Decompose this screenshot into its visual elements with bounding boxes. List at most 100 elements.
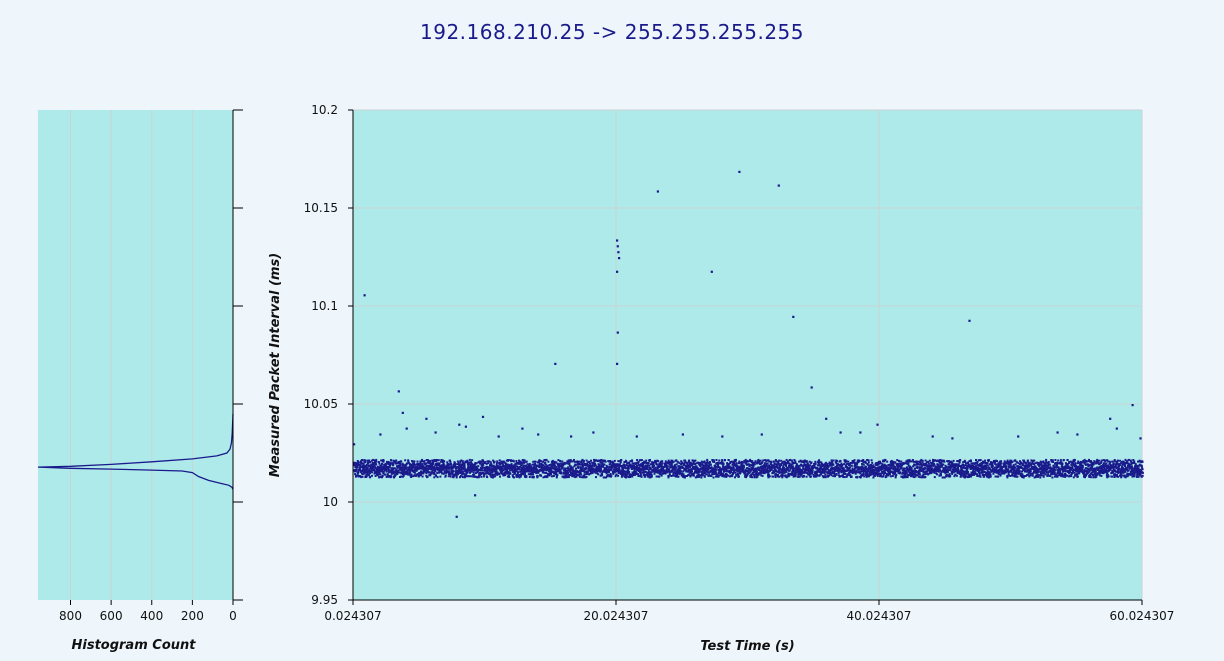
scatter-point	[927, 462, 930, 465]
scatter-point	[437, 469, 440, 472]
scatter-point	[988, 473, 990, 475]
scatter-point	[964, 476, 967, 479]
scatter-point	[583, 469, 586, 472]
scatter-point	[994, 475, 997, 478]
scatter-point	[470, 461, 472, 464]
scatter-point	[853, 459, 856, 462]
scatter-point	[631, 460, 634, 463]
scatter-point	[997, 462, 1000, 465]
scatter-point	[365, 469, 368, 471]
scatter-point	[463, 463, 466, 466]
scatter-point	[396, 466, 399, 469]
scatter-point	[378, 470, 381, 473]
scatter-point	[974, 462, 977, 465]
scatter-point	[1003, 460, 1006, 463]
scatter-point	[840, 465, 843, 468]
scatter-point	[668, 468, 671, 471]
scatter-point	[591, 464, 594, 467]
scatter-point	[495, 466, 498, 469]
scatter-point	[381, 476, 384, 479]
scatter-point	[511, 468, 514, 471]
scatter-point	[508, 467, 511, 470]
scatter-point	[985, 467, 987, 470]
scatter-point	[979, 459, 982, 462]
scatter-point	[443, 460, 446, 463]
scatter-point	[444, 465, 447, 468]
scatter-point	[432, 460, 435, 463]
scatter-point	[950, 460, 953, 463]
scatter-point	[802, 468, 805, 471]
scatter-point	[432, 461, 435, 464]
scatter-point	[402, 473, 404, 476]
scatter-point	[803, 459, 806, 462]
scatter-point	[638, 466, 641, 469]
scatter-point	[626, 462, 629, 465]
scatter-point	[829, 469, 832, 472]
scatter-point	[862, 469, 864, 472]
scatter-point	[825, 471, 828, 474]
scatter-point	[488, 468, 491, 471]
scatter-point	[412, 464, 415, 467]
scatter-point	[447, 470, 450, 473]
scatter-point	[451, 465, 453, 468]
scatter-point	[440, 468, 443, 471]
scatter-point	[366, 472, 369, 475]
scatter-point	[368, 459, 371, 462]
scatter-point	[694, 463, 697, 466]
scatter-point	[476, 466, 479, 469]
scatter-point	[844, 461, 847, 463]
scatter-point	[617, 474, 620, 477]
scatter-point	[1002, 462, 1005, 465]
scatter-point	[489, 472, 492, 475]
scatter-point	[872, 464, 875, 467]
scatter-point	[783, 471, 786, 474]
scatter-point	[481, 469, 484, 472]
scatter-point	[433, 473, 436, 476]
scatter-point	[884, 459, 887, 462]
scatter-point	[720, 471, 723, 474]
scatter-point	[757, 466, 760, 469]
scatter-point	[818, 468, 821, 471]
scatter-point	[515, 460, 518, 462]
scatter-point	[721, 468, 724, 471]
scatter-point	[834, 475, 836, 478]
scatter-point	[637, 473, 639, 476]
scatter-point	[878, 468, 881, 471]
scatter-point	[649, 459, 651, 461]
scatter-point	[978, 472, 981, 475]
scatter-point	[837, 464, 840, 467]
scatter-point	[966, 472, 969, 475]
scatter-point	[957, 468, 960, 471]
scatter-point	[362, 463, 365, 466]
scatter-point	[856, 466, 859, 468]
scatter-point	[791, 470, 794, 473]
scatter-point	[392, 468, 395, 471]
scatter-point	[648, 460, 651, 463]
scatter-point	[865, 474, 868, 477]
scatter-point	[541, 465, 543, 468]
scatter-point	[457, 462, 460, 465]
scatter-point	[906, 459, 909, 462]
scatter-point	[618, 465, 621, 468]
scatter-point	[555, 472, 558, 475]
scatter-point	[831, 464, 834, 467]
scatter-point	[967, 471, 969, 473]
scatter-point	[579, 469, 582, 472]
scatter-point	[881, 468, 884, 470]
scatter-point	[587, 467, 590, 470]
scatter-point	[892, 471, 895, 474]
scatter-point	[815, 471, 818, 473]
scatter-point	[597, 466, 600, 469]
scatter-point	[422, 465, 425, 468]
scatter-point	[639, 473, 642, 476]
scatter-point	[614, 470, 616, 473]
scatter-point	[733, 459, 736, 462]
scatter-point	[533, 466, 536, 469]
scatter-point	[953, 468, 956, 471]
scatter-point	[976, 462, 979, 465]
scatter-point	[463, 476, 466, 479]
scatter-point	[964, 460, 967, 463]
scatter-point	[706, 461, 709, 464]
scatter-point	[569, 467, 572, 470]
scatter-point	[522, 466, 525, 469]
